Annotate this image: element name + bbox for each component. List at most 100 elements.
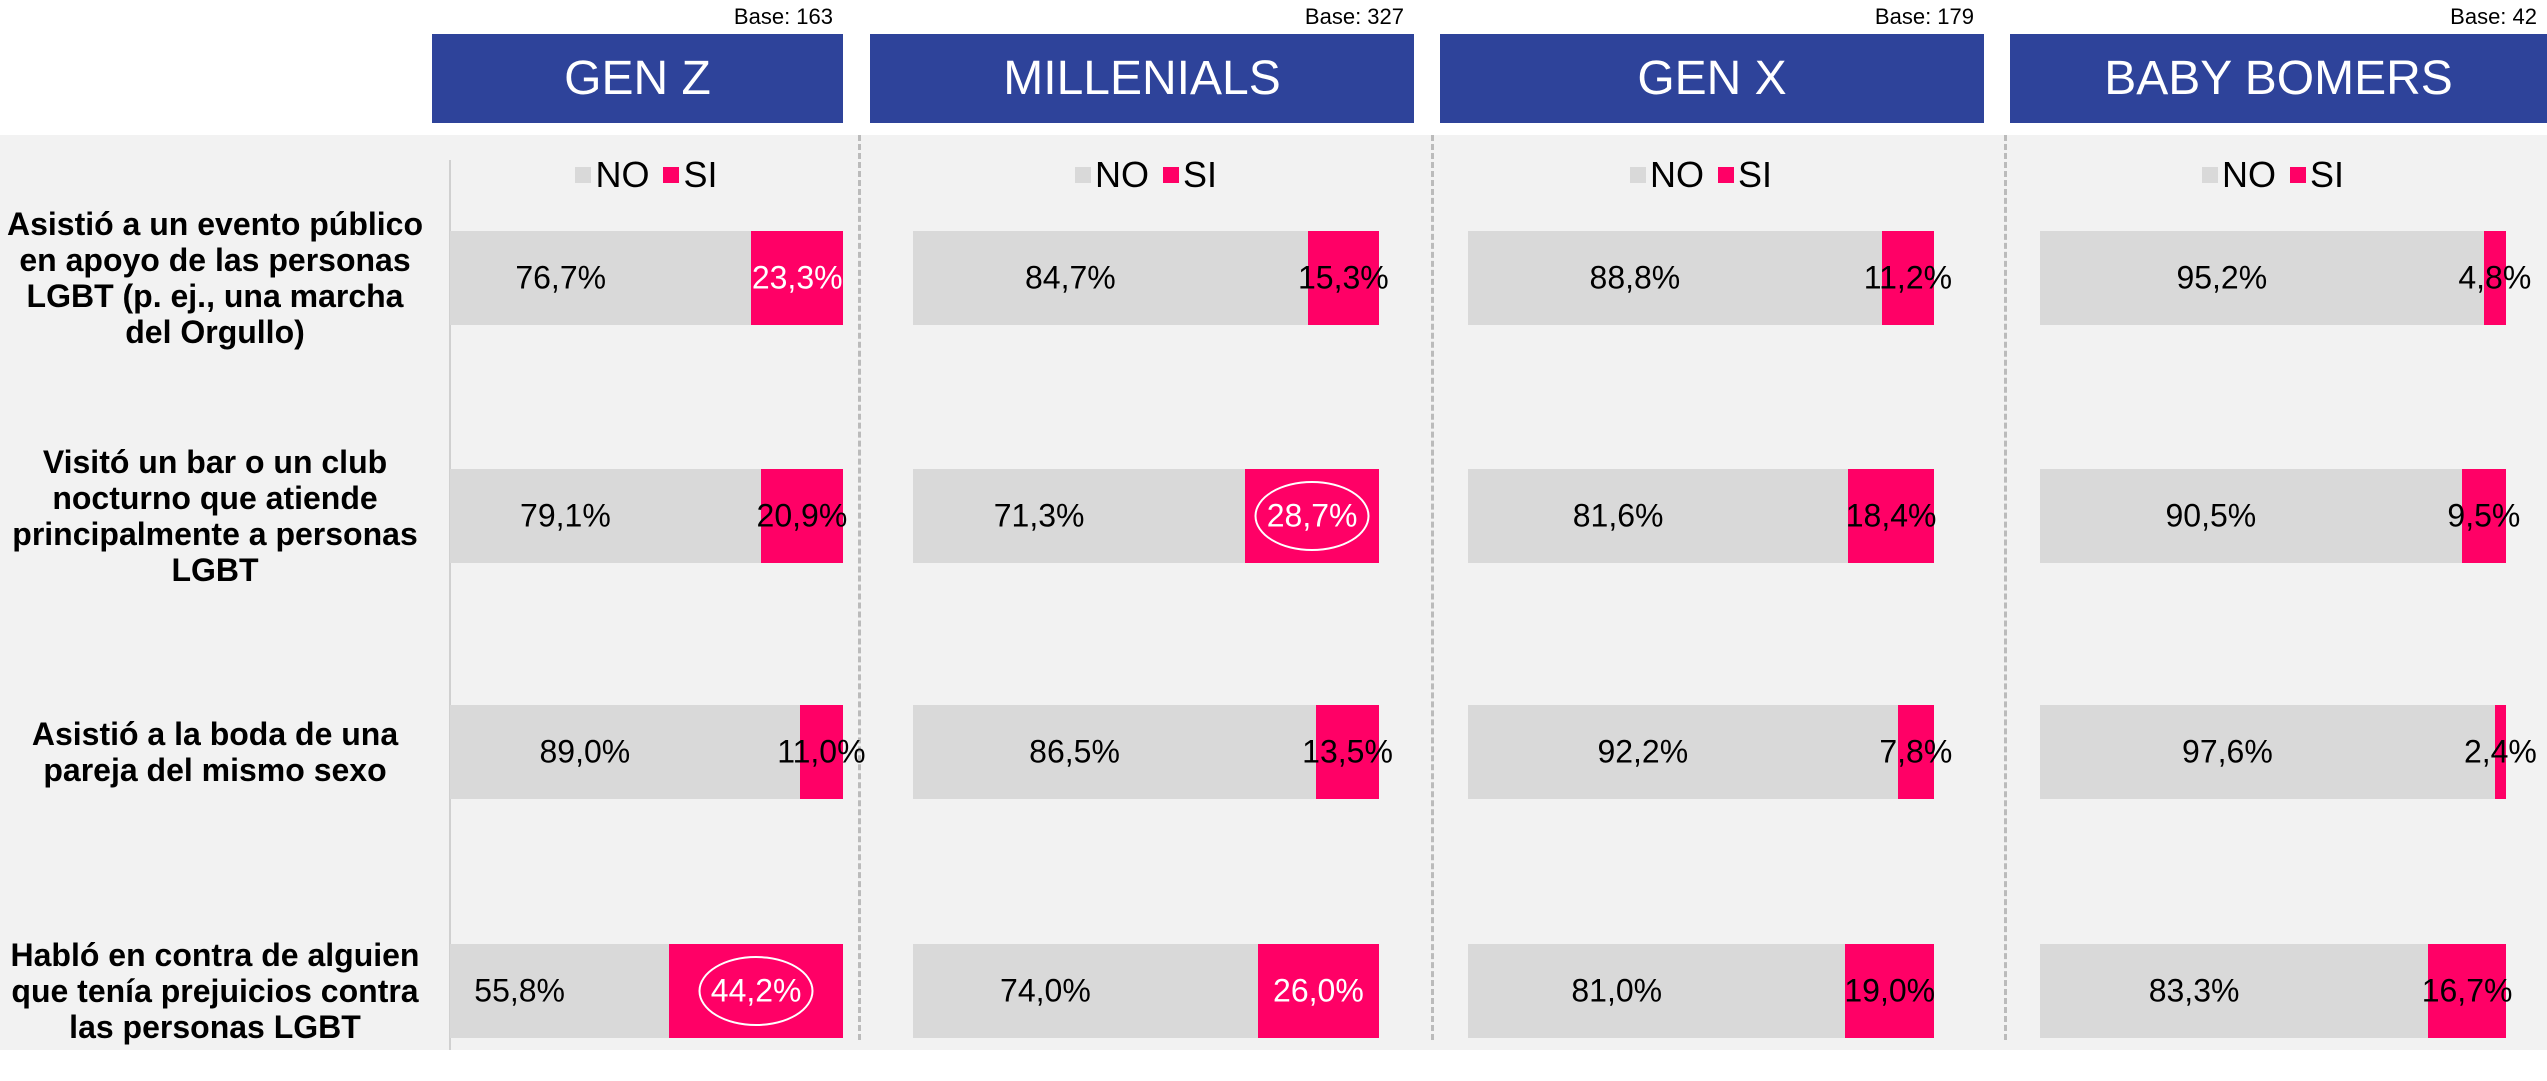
legend-swatch xyxy=(663,167,680,183)
legend-label: NO xyxy=(1649,154,1704,195)
bar-segment xyxy=(1468,705,1898,799)
legend-item: SI xyxy=(663,154,718,196)
panel-title: GEN Z xyxy=(432,34,843,123)
base-label: Base: 327 xyxy=(1304,4,1404,29)
value-label: 81,6% xyxy=(1572,497,1664,534)
value-label: 11,0% xyxy=(777,733,866,770)
bar-segment xyxy=(1307,231,1379,325)
legend-item: NO xyxy=(1074,154,1149,196)
legend-swatch xyxy=(1074,167,1091,183)
bar-segment xyxy=(2428,944,2506,1038)
bar-segment xyxy=(799,705,843,799)
legend-label: SI xyxy=(2309,154,2344,195)
value-label: 18,4% xyxy=(1845,497,1937,534)
value-label: 89,0% xyxy=(539,733,631,770)
value-label: 7,8% xyxy=(1879,733,1953,770)
row-label: Habló en contra de alguien que tenía pre… xyxy=(10,937,420,1045)
value-label: 92,2% xyxy=(1597,733,1689,770)
bar-segment xyxy=(1316,705,1379,799)
bar-segment xyxy=(2483,231,2506,325)
bar-segment xyxy=(2040,705,2495,799)
value-label: 4,8% xyxy=(2458,259,2532,296)
base-label: Base: 179 xyxy=(1874,4,1974,29)
bar-segment xyxy=(2461,469,2506,563)
value-label: 81,0% xyxy=(1571,972,1663,1009)
value-label: 97,6% xyxy=(2182,733,2273,770)
row-label: Asistió a la boda de una pareja del mism… xyxy=(31,716,399,788)
legend: NO SI xyxy=(2040,150,2506,200)
bar-segment xyxy=(2040,469,2462,563)
bar-segment xyxy=(1845,944,1934,1038)
panel-title: MILLENIALS xyxy=(870,34,1414,123)
value-label: 23,3% xyxy=(751,259,843,296)
legend: NO SI xyxy=(450,150,843,200)
bar-segment xyxy=(2494,705,2506,799)
legend-item: SI xyxy=(1717,154,1772,196)
bar-segment xyxy=(1881,231,1934,325)
legend-item: NO xyxy=(575,154,649,196)
bar-segment xyxy=(2040,231,2484,325)
value-label: 15,3% xyxy=(1297,259,1389,296)
panel-title: GEN X xyxy=(1440,34,1984,123)
bar-segment xyxy=(751,231,843,325)
bar-segment xyxy=(913,469,1246,563)
bar-segment xyxy=(760,469,843,563)
legend-swatch xyxy=(2289,167,2306,183)
legend-label: SI xyxy=(683,154,718,195)
base-label: Base: 42 xyxy=(2450,4,2537,29)
legend-item: SI xyxy=(2289,154,2344,196)
bar-segment xyxy=(913,944,1258,1038)
value-label: 11,2% xyxy=(1863,259,1953,296)
row-label: Asistió a un evento público en apoyo de … xyxy=(6,206,424,350)
legend: NO SI xyxy=(1468,150,1934,200)
value-label: 16,7% xyxy=(2421,972,2513,1009)
base-label: Base: 163 xyxy=(733,4,833,29)
bar-segment xyxy=(450,944,670,1038)
value-label: 88,8% xyxy=(1589,259,1681,296)
legend-item: SI xyxy=(1162,154,1217,196)
separator xyxy=(858,135,861,1040)
legend-swatch xyxy=(2201,167,2218,183)
value-label: 90,5% xyxy=(2165,497,2257,534)
bar-segment xyxy=(1468,231,1882,325)
legend-label: SI xyxy=(1737,154,1772,195)
legend-item: NO xyxy=(2201,154,2276,196)
bar-segment xyxy=(1468,944,1846,1038)
bar-segment xyxy=(2040,944,2429,1038)
row-label: Visitó un bar o un club nocturno que ati… xyxy=(12,444,418,588)
value-label: 83,3% xyxy=(2148,972,2240,1009)
bar-segment xyxy=(1257,944,1379,1038)
bar-segment xyxy=(913,231,1308,325)
highlight-circle xyxy=(698,956,814,1026)
value-label: 20,9% xyxy=(756,497,848,534)
value-label: 2,4% xyxy=(2463,733,2537,770)
legend-label: NO xyxy=(595,154,650,195)
legend-label: SI xyxy=(1182,154,1217,195)
legend-label: NO xyxy=(2221,154,2276,195)
value-label: 76,7% xyxy=(515,259,607,296)
legend-swatch xyxy=(1162,167,1179,183)
bar-segment xyxy=(450,705,800,799)
legend: NO SI xyxy=(913,150,1379,200)
axis-line xyxy=(449,160,451,1050)
panel-title: BABY BOMERS xyxy=(2010,34,2547,123)
bar-segment xyxy=(1848,469,1934,563)
legend-swatch xyxy=(1717,167,1734,183)
value-label: 19,0% xyxy=(1844,972,1936,1009)
value-label: 71,3% xyxy=(993,497,1085,534)
bar-segment xyxy=(1897,705,1934,799)
value-label: 26,0% xyxy=(1273,972,1364,1009)
highlight-circle xyxy=(1254,481,1370,551)
bar-segment xyxy=(450,231,752,325)
value-label: 55,8% xyxy=(474,972,566,1009)
bar-segment xyxy=(450,469,761,563)
bar-segment xyxy=(913,705,1317,799)
legend-swatch xyxy=(575,167,592,183)
value-label: 74,0% xyxy=(1000,972,1091,1009)
value-label: 9,5% xyxy=(2447,497,2521,534)
page: Asistió a un evento público en apoyo de … xyxy=(0,4,2547,1050)
value-label: 86,5% xyxy=(1029,733,1120,770)
separator xyxy=(2004,135,2007,1040)
separator xyxy=(1431,135,1434,1040)
bar-segment xyxy=(1468,469,1849,563)
